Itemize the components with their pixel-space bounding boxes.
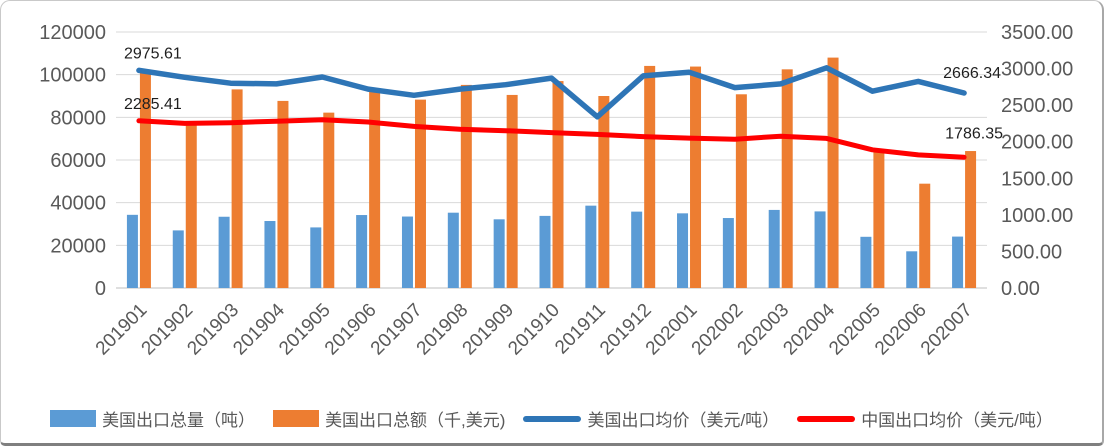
left-axis-tick-label: 20000 xyxy=(50,235,106,257)
bar[interactable] xyxy=(447,212,459,288)
bar[interactable] xyxy=(369,89,381,288)
bar[interactable] xyxy=(460,84,472,288)
bar[interactable] xyxy=(185,123,197,289)
data-point-label: 1786.35 xyxy=(945,125,1003,142)
bar[interactable] xyxy=(126,214,138,288)
legend-label: 中国出口均价（美元/吨） xyxy=(861,411,1053,430)
right-axis-tick-label: 0.00 xyxy=(1001,278,1040,300)
bar-series-1[interactable] xyxy=(139,57,977,289)
bar[interactable] xyxy=(690,66,702,288)
bar[interactable] xyxy=(172,230,184,288)
bar[interactable] xyxy=(506,94,518,288)
right-axis-tick-label: 3500.00 xyxy=(1001,22,1073,44)
left-axis-tick-label: 60000 xyxy=(50,150,106,172)
legend-item-us-export-value[interactable]: 美国出口总额（千,美元) xyxy=(273,406,505,431)
right-axis-tick-label: 1500.00 xyxy=(1001,168,1073,190)
left-axis-tick-label: 40000 xyxy=(50,193,106,215)
bar[interactable] xyxy=(873,151,885,288)
bar[interactable] xyxy=(952,236,964,288)
legend-label: 美国出口均价（美元/吨） xyxy=(587,411,780,430)
legend-item-us-export-volume[interactable]: 美国出口总量（吨） xyxy=(50,406,255,431)
bar[interactable] xyxy=(414,99,426,288)
bar[interactable] xyxy=(768,209,780,288)
right-axis-tick-label: 1000.00 xyxy=(1001,205,1073,227)
bar[interactable] xyxy=(277,100,289,288)
right-axis-tick-label: 500.00 xyxy=(1001,241,1062,263)
bar[interactable] xyxy=(310,227,322,288)
chart-legend: 美国出口总量（吨） 美国出口总额（千,美元) 美国出口均价（美元/吨） 中国出口… xyxy=(1,406,1102,431)
right-axis-tick-label: 2500.00 xyxy=(1001,95,1073,117)
bar[interactable] xyxy=(218,216,230,288)
bar[interactable] xyxy=(722,218,734,288)
x-axis-tick-label: 202007 xyxy=(917,300,977,360)
bar[interactable] xyxy=(631,211,643,288)
bar[interactable] xyxy=(598,96,610,288)
bar[interactable] xyxy=(401,216,413,288)
data-point-label: 2285.41 xyxy=(124,96,182,113)
bar[interactable] xyxy=(323,112,335,288)
legend-label: 美国出口总量（吨） xyxy=(102,411,256,430)
legend-swatch-blue-bar xyxy=(50,410,97,427)
bar[interactable] xyxy=(644,65,656,288)
left-axis-tick-label: 80000 xyxy=(50,107,106,129)
line-series-3[interactable] xyxy=(136,117,967,160)
legend-swatch-orange-bar xyxy=(273,410,320,427)
bar[interactable] xyxy=(919,183,931,288)
bar[interactable] xyxy=(585,205,597,288)
right-axis-tick-label: 2000.00 xyxy=(1001,132,1073,154)
bar[interactable] xyxy=(264,221,276,288)
left-axis-tick-label: 100000 xyxy=(39,65,106,87)
legend-item-cn-avg-price[interactable]: 中国出口均价（美元/吨） xyxy=(797,406,1053,431)
bar[interactable] xyxy=(139,70,151,289)
left-axis-tick-label: 120000 xyxy=(39,22,106,44)
bar[interactable] xyxy=(677,213,689,288)
bar[interactable] xyxy=(356,215,368,288)
bar[interactable] xyxy=(906,251,918,288)
legend-item-us-avg-price[interactable]: 美国出口均价（美元/吨） xyxy=(523,406,779,431)
data-point-label: 2975.61 xyxy=(124,45,182,62)
bar[interactable] xyxy=(814,211,826,288)
bar[interactable] xyxy=(539,215,551,288)
combo-chart-plot: 0 20000 40000 60000 80000 100000 120000 0.00 500… xyxy=(39,22,1073,360)
bar[interactable] xyxy=(552,81,564,288)
bar-series-0[interactable] xyxy=(126,205,964,288)
right-axis-tick-label: 3000.00 xyxy=(1001,59,1073,81)
left-axis-tick-label: 0 xyxy=(95,278,106,300)
legend-swatch-blue-line xyxy=(523,415,582,422)
bar[interactable] xyxy=(735,94,747,288)
legend-label: 美国出口总额（千,美元) xyxy=(325,411,506,430)
bar[interactable] xyxy=(860,236,872,288)
bar[interactable] xyxy=(827,57,839,288)
bar[interactable] xyxy=(231,89,243,289)
data-point-label: 2666.34 xyxy=(943,65,1001,82)
legend-swatch-red-line xyxy=(797,415,856,422)
line-series-2[interactable] xyxy=(136,65,967,120)
bar[interactable] xyxy=(493,219,505,288)
bar[interactable] xyxy=(965,151,977,288)
x-axis-tick-label: 201910 xyxy=(504,300,564,360)
bar[interactable] xyxy=(781,69,793,288)
